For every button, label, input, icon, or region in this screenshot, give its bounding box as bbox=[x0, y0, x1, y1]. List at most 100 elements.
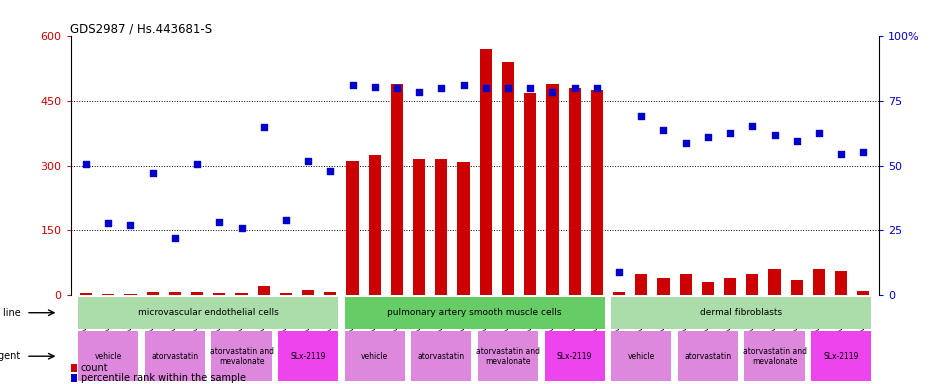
Bar bbox=[613, 291, 625, 295]
Bar bbox=[147, 291, 159, 295]
Bar bbox=[724, 278, 736, 295]
Text: agent: agent bbox=[0, 351, 21, 361]
Point bbox=[301, 157, 316, 164]
Bar bbox=[811, 331, 871, 381]
Point bbox=[212, 219, 227, 225]
Point bbox=[656, 127, 671, 134]
Bar bbox=[235, 293, 247, 295]
Point bbox=[368, 84, 383, 90]
Text: vehicle: vehicle bbox=[628, 352, 655, 361]
Bar bbox=[479, 50, 492, 295]
Bar bbox=[345, 297, 604, 329]
Text: atorvastatin and
mevalonate: atorvastatin and mevalonate bbox=[476, 346, 540, 366]
Bar bbox=[80, 293, 92, 295]
Bar bbox=[680, 273, 692, 295]
Text: GDS2987 / Hs.443681-S: GDS2987 / Hs.443681-S bbox=[70, 22, 212, 35]
Point bbox=[567, 85, 582, 91]
Point bbox=[500, 85, 515, 91]
Bar bbox=[744, 331, 805, 381]
Bar bbox=[413, 159, 425, 295]
Bar bbox=[678, 331, 738, 381]
Point bbox=[167, 235, 182, 241]
Point bbox=[634, 113, 649, 119]
Point bbox=[834, 151, 849, 157]
Point bbox=[79, 161, 94, 167]
Text: cell line: cell line bbox=[0, 308, 21, 318]
Bar bbox=[278, 331, 338, 381]
Bar bbox=[212, 331, 272, 381]
Bar bbox=[478, 331, 538, 381]
Point bbox=[389, 85, 404, 91]
Point bbox=[855, 149, 870, 155]
Text: atorvastatin: atorvastatin bbox=[417, 352, 465, 361]
Bar bbox=[145, 331, 205, 381]
Bar bbox=[702, 282, 714, 295]
Bar bbox=[70, 364, 77, 372]
Point bbox=[412, 89, 427, 95]
Text: pulmonary artery smooth muscle cells: pulmonary artery smooth muscle cells bbox=[387, 308, 562, 317]
Bar bbox=[813, 269, 825, 295]
Point bbox=[523, 85, 538, 91]
Point bbox=[744, 123, 760, 129]
Bar bbox=[258, 286, 270, 295]
Bar bbox=[368, 155, 381, 295]
Point bbox=[678, 140, 693, 146]
Bar bbox=[635, 273, 648, 295]
Bar bbox=[611, 331, 671, 381]
Point bbox=[589, 85, 604, 91]
Point bbox=[278, 217, 293, 223]
Bar bbox=[435, 159, 447, 295]
Bar bbox=[191, 291, 203, 295]
Point bbox=[101, 220, 116, 226]
Bar bbox=[835, 271, 847, 295]
Bar bbox=[458, 162, 470, 295]
Bar bbox=[611, 297, 871, 329]
Bar bbox=[590, 90, 603, 295]
Point bbox=[434, 85, 449, 91]
Bar bbox=[78, 331, 138, 381]
Text: atorvastatin and
mevalonate: atorvastatin and mevalonate bbox=[743, 346, 807, 366]
Point bbox=[545, 89, 560, 95]
Bar bbox=[169, 291, 181, 295]
Point bbox=[478, 85, 494, 91]
Point bbox=[190, 161, 205, 167]
Bar bbox=[324, 291, 337, 295]
Point bbox=[767, 132, 782, 138]
Point bbox=[811, 129, 826, 136]
Bar bbox=[213, 293, 226, 295]
Text: atorvastatin: atorvastatin bbox=[684, 352, 731, 361]
Bar bbox=[544, 331, 604, 381]
Bar bbox=[412, 331, 472, 381]
Text: SLx-2119: SLx-2119 bbox=[290, 352, 326, 361]
Text: atorvastatin: atorvastatin bbox=[151, 352, 198, 361]
Bar bbox=[569, 88, 581, 295]
Text: SLx-2119: SLx-2119 bbox=[823, 352, 859, 361]
Bar bbox=[347, 162, 359, 295]
Point bbox=[723, 129, 738, 136]
Text: SLx-2119: SLx-2119 bbox=[557, 352, 592, 361]
Bar bbox=[525, 93, 537, 295]
Text: count: count bbox=[81, 362, 108, 372]
Bar bbox=[657, 278, 669, 295]
Point bbox=[123, 222, 138, 228]
Text: dermal fibroblasts: dermal fibroblasts bbox=[700, 308, 782, 317]
Text: microvascular endothelial cells: microvascular endothelial cells bbox=[138, 308, 278, 317]
Bar bbox=[345, 331, 405, 381]
Point bbox=[456, 82, 471, 88]
Bar bbox=[78, 297, 338, 329]
Bar bbox=[302, 290, 314, 295]
Point bbox=[700, 134, 715, 140]
Point bbox=[790, 138, 805, 144]
Bar bbox=[546, 84, 558, 295]
Point bbox=[322, 168, 337, 174]
Bar bbox=[391, 84, 403, 295]
Bar bbox=[124, 294, 136, 295]
Point bbox=[145, 170, 160, 176]
Bar bbox=[502, 62, 514, 295]
Point bbox=[234, 225, 249, 231]
Text: vehicle: vehicle bbox=[95, 352, 122, 361]
Bar bbox=[857, 291, 870, 295]
Bar bbox=[768, 269, 780, 295]
Text: vehicle: vehicle bbox=[361, 352, 388, 361]
Point bbox=[345, 82, 360, 88]
